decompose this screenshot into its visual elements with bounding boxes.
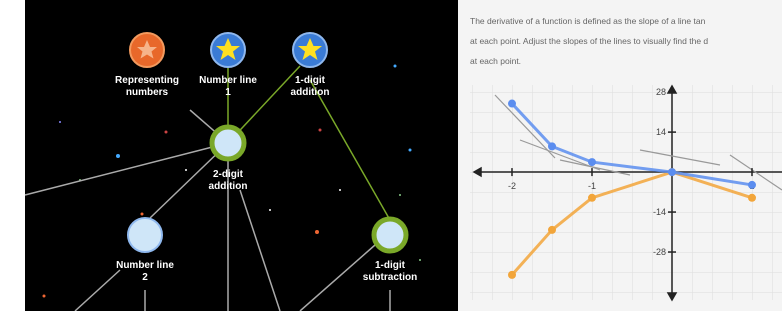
node-label: 2 <box>142 272 148 283</box>
node-label: 2-digit <box>213 169 244 180</box>
point <box>748 181 756 189</box>
point <box>548 226 556 234</box>
node-label: Number line <box>116 260 174 271</box>
point <box>748 194 756 202</box>
point <box>508 271 516 279</box>
node-label: Representing <box>115 75 179 86</box>
x-tick-label: -2 <box>508 181 516 191</box>
node-label: 1-digit <box>375 260 406 271</box>
node[interactable] <box>128 218 162 252</box>
point <box>508 100 516 108</box>
point <box>668 168 676 176</box>
node[interactable] <box>212 127 244 159</box>
y-tick-label: -14 <box>653 207 666 217</box>
screen: Representing numbers Number line 1 1-dig… <box>0 0 782 311</box>
node-label: addition <box>291 87 330 98</box>
y-tick-label: 28 <box>656 87 666 97</box>
node-label: numbers <box>126 87 169 98</box>
x-tick-label: -1 <box>588 181 596 191</box>
instruction-line: The derivative of a function is defined … <box>470 16 706 26</box>
instruction-line: at each point. <box>470 56 521 66</box>
y-tick-label: -28 <box>653 247 666 257</box>
point <box>548 142 556 150</box>
y-tick-label: 14 <box>656 127 666 137</box>
instruction-line: at each point. Adjust the slopes of the … <box>470 36 708 46</box>
node-label: 1-digit <box>295 75 326 86</box>
point <box>588 158 596 166</box>
node-label: Number line <box>199 75 257 86</box>
node[interactable] <box>374 219 406 251</box>
node-label: 1 <box>225 87 231 98</box>
point <box>588 194 596 202</box>
node-label: addition <box>209 181 248 192</box>
node-label: subtraction <box>363 272 417 283</box>
page: Representing numbers Number line 1 1-dig… <box>0 0 782 311</box>
